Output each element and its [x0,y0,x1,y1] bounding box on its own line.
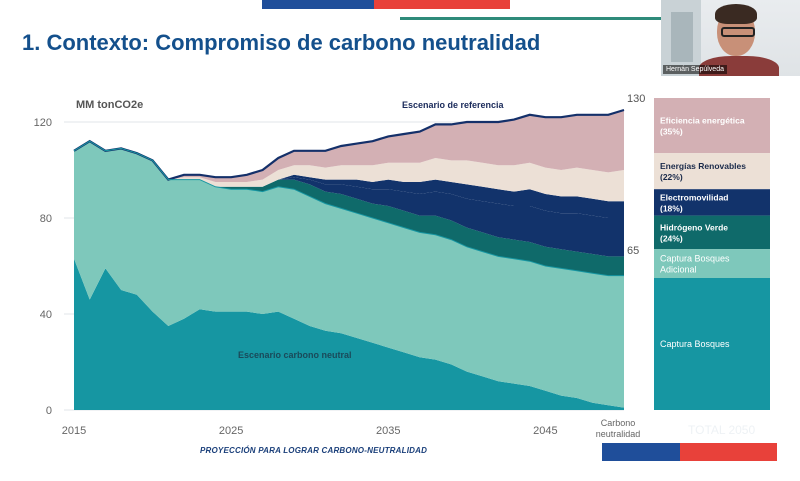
neutral-scenario-line [73,140,624,277]
legend-segment-3 [654,189,770,216]
y-tick-label-0: 0 [46,405,52,417]
x-tick-label-2015: 2015 [62,425,86,437]
annotation-neutral-scenario: Escenario carbono neutral [238,350,352,360]
y-axis-label: MM tonCO2e [76,99,143,111]
webcam-participant-name: Hernán Sepúlveda [663,65,727,74]
area-series-7 [74,110,624,182]
annotation-value-130: 130 [627,93,645,105]
legend-segment-5 [654,249,770,278]
area-series-2 [74,141,624,408]
legend-label-2: Energías Renovables [660,161,746,171]
annotation-value-65: 65 [627,245,639,257]
legend-label-3: Electromovilidad [660,192,729,202]
x-axis-end-label-line2: neutralidad [596,429,641,439]
legend-label-6: Captura Bosques [660,339,730,349]
slide-title: 1. Contexto: Compromiso de carbono neutr… [22,30,541,55]
legend-segment-1 [654,98,770,154]
x-axis-end-label-line1: Carbono [601,418,636,428]
webcam-person-hair [715,4,757,24]
top-brand-bar-red [374,0,510,9]
legend-pct-3: (18%) [660,203,683,213]
chart-legend-stacked-bar: Eficiencia energética(35%) Energías Renov… [654,98,770,410]
area-series-4 [74,141,624,257]
top-brand-bar-blue [262,0,374,9]
bottom-brand-bar-red [680,443,777,461]
area-series-3 [74,141,624,276]
x-tick-label-2035: 2035 [376,425,400,437]
legend-segment-4 [654,215,770,250]
legend-pct-4: (24%) [660,233,683,243]
annotation-reference-scenario: Escenario de referencia [402,100,505,110]
chart-area-series [73,108,625,410]
y-tick-label-80: 80 [40,213,52,225]
legend-label-5: Captura Bosques [660,254,730,264]
webcam-background-door [671,12,693,62]
legend-pct-2: (22%) [660,172,683,182]
y-tick-label-120: 120 [34,117,52,129]
y-tick-label-40: 40 [40,309,52,321]
webcam-video-tile[interactable]: Hernán Sepúlveda [661,0,800,76]
legend-segment-2 [654,153,770,190]
chart-y-ticks: 0 40 80 120 [34,117,52,417]
webcam-person-glasses [721,27,755,37]
legend-segment-6 [654,278,770,410]
legend-label-5-line2: Adicional [660,265,697,275]
legend-label-1: Eficiencia energética [660,116,745,126]
chart-caption: PROYECCIÓN PARA LOGRAR CARBONO-NEUTRALID… [200,446,428,455]
bottom-brand-bar-blue [602,443,680,461]
legend-label-4: Hidrógeno Verde [660,222,728,232]
faint-total-label: TOTAL 2050 [688,423,756,437]
chart-x-ticks: 2015 2025 2035 2045 [62,425,558,437]
x-tick-label-2045: 2045 [533,425,557,437]
area-series-1 [74,258,624,410]
area-series-6 [74,141,624,202]
top-accent-line [400,17,662,20]
x-tick-label-2025: 2025 [219,425,243,437]
legend-pct-1: (35%) [660,127,683,137]
